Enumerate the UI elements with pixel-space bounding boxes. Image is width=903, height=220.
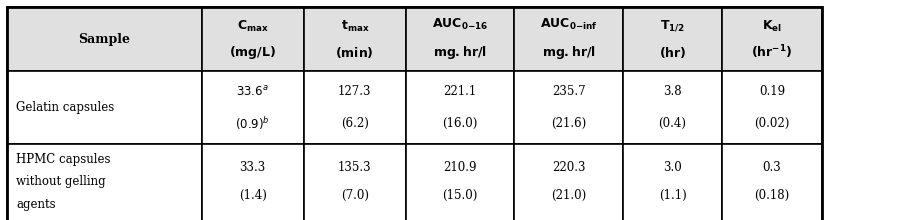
Text: $\mathbf{mg.hr/l}$: $\mathbf{mg.hr/l}$ [541, 44, 595, 60]
Text: $\mathbf{AUC_{0\mathbf{-}inf}}$: $\mathbf{AUC_{0\mathbf{-}inf}}$ [539, 17, 597, 32]
Bar [303, 144, 405, 220]
Text: (0.02): (0.02) [753, 117, 789, 130]
Text: $\mathbf{T_{1/2}}$: $\mathbf{T_{1/2}}$ [659, 19, 684, 33]
Text: 235.7: 235.7 [551, 85, 585, 98]
Text: 221.1: 221.1 [443, 85, 476, 98]
Text: (1.1): (1.1) [658, 189, 685, 202]
Bar [721, 144, 821, 220]
Bar [622, 72, 721, 144]
Text: (16.0): (16.0) [442, 117, 478, 130]
Bar [303, 72, 405, 144]
Text: 33.3: 33.3 [239, 161, 265, 174]
Text: Gelatin capsules: Gelatin capsules [16, 101, 115, 114]
Bar [201, 7, 303, 72]
Text: Sample: Sample [79, 33, 130, 46]
Text: $\mathbf{AUC_{0\mathbf{-}16}}$: $\mathbf{AUC_{0\mathbf{-}16}}$ [432, 17, 488, 32]
Bar [201, 72, 303, 144]
Text: 0.19: 0.19 [759, 85, 784, 98]
Bar [7, 72, 201, 144]
Text: $\mathbf{(hr)}$: $\mathbf{(hr)}$ [658, 44, 685, 60]
Text: without gelling: without gelling [16, 175, 106, 188]
Bar [303, 7, 405, 72]
Text: (1.4): (1.4) [238, 189, 266, 202]
Bar [622, 7, 721, 72]
Text: 210.9: 210.9 [442, 161, 477, 174]
Text: (21.6): (21.6) [551, 117, 585, 130]
Bar [622, 144, 721, 220]
Bar [7, 144, 201, 220]
Text: 135.3: 135.3 [338, 161, 371, 174]
Text: 220.3: 220.3 [551, 161, 585, 174]
Text: $\mathbf{t_{max}}$: $\mathbf{t_{max}}$ [340, 18, 368, 34]
Text: (21.0): (21.0) [551, 189, 585, 202]
Text: 0.3: 0.3 [762, 161, 780, 174]
Text: 127.3: 127.3 [338, 85, 371, 98]
Bar [721, 72, 821, 144]
Text: (7.0): (7.0) [340, 189, 368, 202]
Text: $\mathbf{mg.hr/l}$: $\mathbf{mg.hr/l}$ [433, 44, 487, 60]
Text: $\mathbf{(hr^{-1})}$: $\mathbf{(hr^{-1})}$ [750, 43, 792, 61]
Bar [405, 7, 514, 72]
Text: $33.6^a$: $33.6^a$ [236, 85, 269, 99]
Bar [514, 144, 622, 220]
Bar [7, 7, 201, 72]
Text: 3.8: 3.8 [663, 85, 681, 98]
Bar [201, 144, 303, 220]
Text: (15.0): (15.0) [442, 189, 478, 202]
Text: 3.0: 3.0 [663, 161, 681, 174]
Bar [405, 72, 514, 144]
Text: HPMC capsules: HPMC capsules [16, 153, 111, 166]
Text: $\mathbf{(min)}$: $\mathbf{(min)}$ [335, 44, 374, 60]
Text: $\mathbf{(mg/L)}$: $\mathbf{(mg/L)}$ [229, 44, 275, 60]
Text: (0.18): (0.18) [754, 189, 788, 202]
Text: $\mathbf{C_{max}}$: $\mathbf{C_{max}}$ [237, 18, 268, 34]
Text: $(0.9)^b$: $(0.9)^b$ [235, 115, 270, 132]
Text: agents: agents [16, 198, 56, 211]
Bar [514, 7, 622, 72]
Text: $\mathbf{K_{el}}$: $\mathbf{K_{el}}$ [761, 18, 781, 34]
Text: (0.4): (0.4) [658, 117, 685, 130]
Bar [405, 144, 514, 220]
Bar [514, 72, 622, 144]
Text: (6.2): (6.2) [340, 117, 368, 130]
Bar [721, 7, 821, 72]
